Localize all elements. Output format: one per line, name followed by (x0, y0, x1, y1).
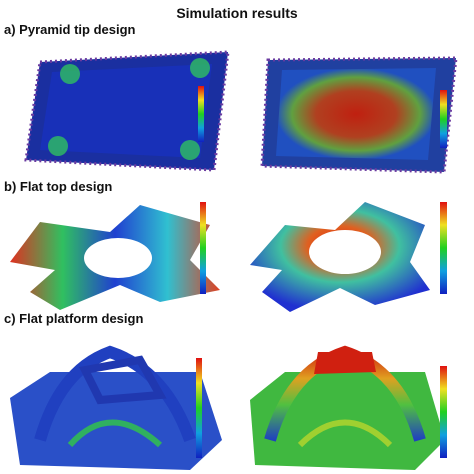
panel-label: c) Flat platform design (4, 311, 143, 326)
panel-label: b) Flat top design (4, 179, 112, 194)
panel-c-left (10, 345, 222, 470)
panel-c-right (250, 345, 447, 470)
panel-label: a) Pyramid tip design (4, 22, 136, 37)
panel-a-left (24, 50, 230, 172)
panel-a-right (260, 56, 458, 174)
panel-b-right (250, 202, 447, 312)
panel-b-left (10, 202, 220, 310)
figure-title: Simulation results (176, 5, 298, 21)
